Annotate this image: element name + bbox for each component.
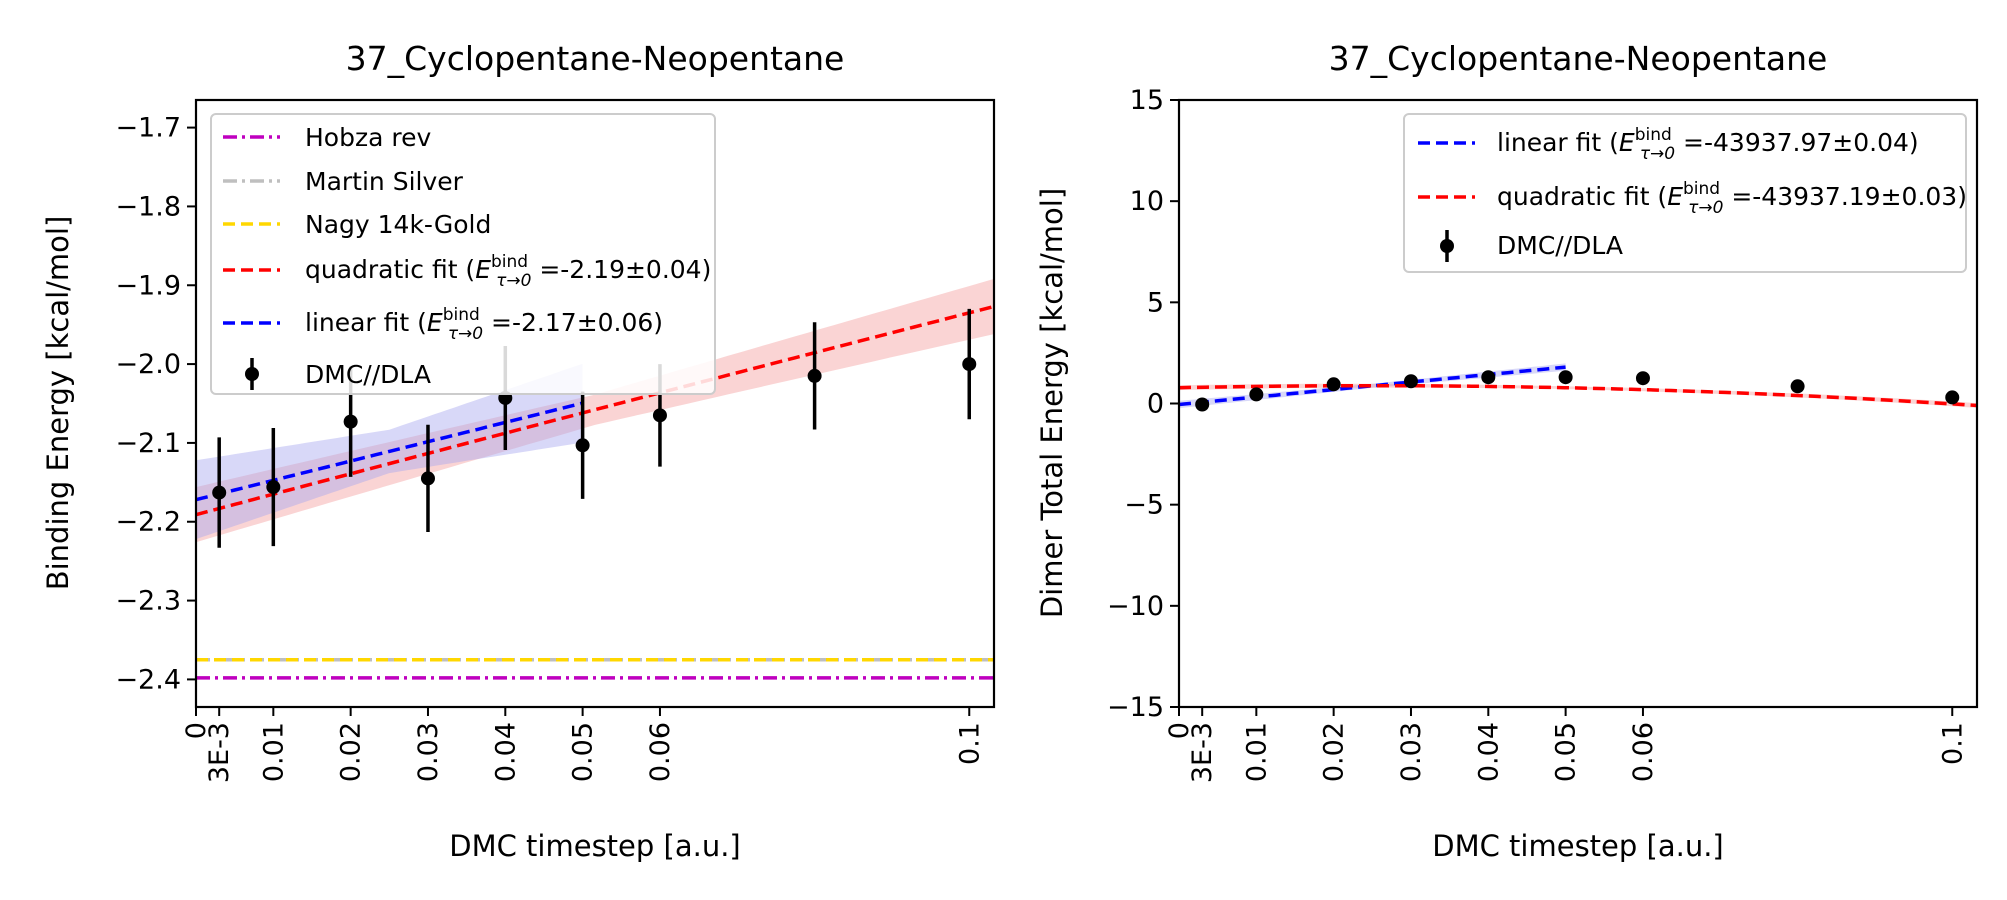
- left-y-tick-label: −1.7: [115, 113, 181, 144]
- left-x-tick-label: 0.01: [258, 722, 289, 782]
- right-x-tick-label: 0.06: [1628, 722, 1659, 782]
- right-data-point: [1945, 390, 1960, 405]
- left-y-tick-label: −2.2: [115, 507, 181, 538]
- left-y-tick-label: −1.8: [115, 191, 181, 222]
- left-y-axis-label: Binding Energy [kcal/mol]: [41, 216, 75, 591]
- legend-label-right-linear-fit: linear fit (Ebind τ→0 =-43937.97±0.04): [1497, 125, 1919, 164]
- legend-left-linear-suffix: =-2.17±0.06): [483, 308, 663, 337]
- right-x-tick-label: 0.03: [1396, 722, 1427, 782]
- right-x-tick-label: 3E-3: [1187, 722, 1218, 783]
- right-y-tick-label: −15: [1107, 692, 1164, 723]
- right-y-axis-label: Dimer Total Energy [kcal/mol]: [1035, 188, 1069, 618]
- right-y-tick-label: 10: [1130, 186, 1164, 217]
- legend-swatch-right-dmc-marker: [1440, 239, 1454, 253]
- left-fit-band-quadratic: [196, 278, 994, 543]
- legend-left-linear-prefix: linear fit (: [305, 308, 427, 337]
- right-fit-line-quadratic: [1179, 383, 1977, 408]
- left-data-point: [266, 480, 281, 495]
- right-fit-line-linear: [1179, 365, 1566, 407]
- right-y-tick-label: −10: [1107, 591, 1164, 622]
- legend-right-linear-suffix: =-43937.97±0.04): [1675, 128, 1919, 157]
- legend-right-quadratic-prefix: quadratic fit (: [1497, 182, 1667, 211]
- left-x-tick-label: 0.1: [954, 722, 985, 765]
- legend-right-quadratic-suffix: =-43937.19±0.03): [1723, 182, 1967, 211]
- left-fit-line-quadratic: [196, 304, 994, 517]
- left-data-point: [420, 471, 435, 486]
- right-x-axis-label: DMC timestep [a.u.]: [1432, 829, 1724, 863]
- right-axes-frame: [1177, 98, 1979, 709]
- legend-swatch-left-dmc-marker: [245, 367, 259, 381]
- right-fit-band-linear: [1179, 363, 1566, 409]
- left-x-tick-label: 0.05: [568, 722, 599, 782]
- legend-left-quadratic-suffix: =-2.19±0.04): [531, 255, 711, 284]
- right-x-tick-label: 0.04: [1473, 722, 1504, 782]
- right-chart-title: 37_Cyclopentane-Neopentane: [1329, 39, 1828, 78]
- left-y-tick-label: −2.3: [115, 586, 181, 617]
- legend-right-linear-prefix: linear fit (: [1497, 128, 1619, 157]
- legend-label-right-quadratic-fit: quadratic fit (Ebind τ→0 =-43937.19±0.03): [1497, 179, 1967, 218]
- left-y-tick-label: −2.4: [115, 664, 181, 695]
- right-legend: linear fit (Ebind τ→0 =-43937.97±0.04) qu…: [1403, 113, 1967, 273]
- left-data-point: [212, 485, 227, 500]
- left-y-tick-label: −2.0: [115, 349, 181, 380]
- left-data-point: [652, 408, 667, 423]
- left-chart-title: 37_Cyclopentane-Neopentane: [346, 39, 845, 78]
- left-data-point: [962, 357, 977, 372]
- right-y-tick-label: 15: [1130, 85, 1164, 116]
- left-x-tick-label: 3E-3: [204, 722, 235, 783]
- left-axes-frame: [194, 98, 996, 709]
- right-x-tick-label: 0.05: [1551, 722, 1582, 782]
- right-x-tick-label: 0.02: [1319, 722, 1350, 782]
- left-fit-line-linear: [196, 401, 584, 502]
- legend-label-martin-silver: Martin Silver: [305, 167, 464, 196]
- right-x-tick-label: 0: [1164, 722, 1195, 739]
- left-x-tick-label: 0.04: [490, 722, 521, 782]
- left-plot-area: [196, 278, 994, 680]
- legend-left-quadratic-prefix: quadratic fit (: [305, 255, 475, 284]
- left-y-tick-label: −2.1: [115, 428, 181, 459]
- right-y-tick-label: −5: [1124, 490, 1164, 521]
- left-x-tick-label: 0.06: [645, 722, 676, 782]
- right-data-point: [1558, 370, 1573, 385]
- right-y-tick-label: 0: [1147, 389, 1164, 420]
- left-x-tick-label: 0.02: [336, 722, 367, 782]
- right-axis-ticks: 03E-3 0.01 0.02 0.03 0.04 0.05 0.06 0.1−15−10−5…: [1107, 85, 1968, 783]
- right-data-point: [1326, 377, 1341, 392]
- left-axis-ticks: 03E-3 0.01 0.02 0.03 0.04 0.05 0.06 0.1 −2.4 −2.3…: [115, 113, 985, 784]
- left-x-tick-label: 0.03: [413, 722, 444, 782]
- right-data-point: [1403, 374, 1418, 389]
- left-legend: Hobza rev Martin Silver Nagy 14k-Gold qu…: [210, 113, 716, 395]
- left-data-point: [807, 368, 822, 383]
- left-legend-frame: [210, 113, 716, 395]
- legend-label-left-quadratic-fit: quadratic fit (Ebind τ→0 =-2.19±0.04): [305, 252, 711, 291]
- legend-label-left-dmc: DMC//DLA: [305, 360, 431, 389]
- left-data-point: [343, 414, 358, 429]
- left-x-axis-label: DMC timestep [a.u.]: [449, 829, 741, 863]
- legend-label-nagy-gold: Nagy 14k-Gold: [305, 210, 491, 239]
- left-x-tick-label: 0: [181, 722, 212, 739]
- right-data-point: [1790, 379, 1805, 394]
- right-data-point: [1481, 370, 1496, 385]
- right-panel: 37_Cyclopentane-Neopentane 03E-3 0.01 0.02…: [1035, 39, 1979, 863]
- right-x-tick-label: 0.1: [1937, 722, 1968, 765]
- left-panel: 37_Cyclopentane-Neopentane 03E-3 0.01 0.02…: [41, 39, 996, 863]
- legend-label-left-linear-fit: linear fit (Ebind τ→0 =-2.17±0.06): [305, 305, 663, 344]
- right-data-point: [1195, 397, 1210, 412]
- right-legend-frame: [1403, 113, 1967, 273]
- left-y-tick-label: −1.9: [115, 270, 181, 301]
- right-data-point: [1249, 387, 1264, 402]
- legend-label-right-dmc: DMC//DLA: [1497, 231, 1623, 260]
- right-y-tick-label: 5: [1147, 287, 1164, 318]
- left-data-point: [575, 438, 590, 453]
- right-x-tick-label: 0.01: [1241, 722, 1272, 782]
- legend-label-hobza-rev: Hobza rev: [305, 123, 431, 152]
- right-data-point: [1635, 371, 1650, 386]
- right-plot-area: [1179, 363, 1977, 412]
